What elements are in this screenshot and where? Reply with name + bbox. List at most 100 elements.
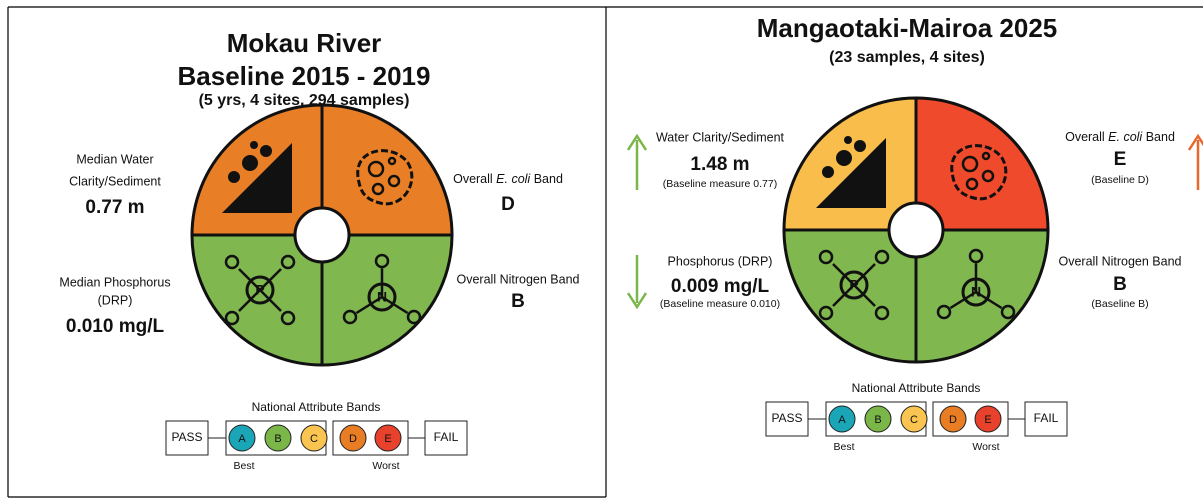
organelle (965, 177, 979, 191)
ecoli-note: (Baseline D) (1091, 174, 1149, 186)
ecoli-label: Overall E. coli Band (1065, 130, 1175, 144)
organelle (961, 155, 979, 173)
wheel-quadrant (320, 103, 454, 237)
pass-label: PASS (171, 430, 202, 444)
atom (936, 304, 952, 320)
rock (250, 141, 258, 149)
organelle (981, 151, 991, 161)
atom (280, 310, 296, 326)
panel-subtitle: (23 samples, 4 sites) (829, 49, 985, 66)
bond (259, 289, 282, 312)
bacterium-icon (950, 144, 1008, 201)
wheel-hub (887, 201, 945, 259)
pass-label: PASS (771, 411, 802, 425)
bond (853, 263, 876, 286)
trend-arrow-down (626, 255, 648, 310)
ecoli-label-part: E. coli (1108, 130, 1143, 144)
band-circle (828, 405, 856, 433)
sediment-icon (222, 143, 292, 213)
clarity-label: Water Clarity/Sediment (656, 130, 785, 144)
icon-letter: N (971, 284, 981, 300)
atom (968, 248, 984, 264)
ecoli-label-part: Overall (1065, 130, 1105, 144)
bond (949, 290, 977, 310)
organelle (387, 174, 401, 188)
trend-arrow-up (626, 133, 648, 190)
sediment-icon (816, 138, 886, 208)
bond (238, 289, 261, 312)
panel-subtitle: (5 yrs, 4 sites, 294 samples) (199, 92, 410, 109)
rock (242, 155, 258, 171)
worst-label: Worst (372, 460, 399, 472)
band-letter: C (910, 414, 918, 426)
atom-center (839, 270, 869, 300)
atom-center (245, 275, 275, 305)
organelle (981, 169, 995, 183)
phosphorus-label: Phosphorus (DRP) (668, 254, 773, 268)
rock (836, 150, 852, 166)
ecoli-value: D (501, 194, 515, 215)
trend-arrow-up (1187, 133, 1203, 190)
bond (355, 295, 383, 315)
ecoli-label-part: Band (534, 172, 563, 186)
band-letter: E (384, 433, 391, 445)
panel-title: Baseline 2015 - 2019 (178, 61, 431, 91)
clarity-label: Clarity/Sediment (69, 174, 161, 188)
ecoli-label-part: Band (1146, 130, 1175, 144)
atom (818, 305, 834, 321)
bond (259, 268, 282, 291)
bond (853, 284, 876, 307)
band-circle (228, 424, 256, 452)
nitrogen-value: B (1113, 274, 1127, 295)
clarity-value: 0.77 m (85, 197, 144, 218)
fail-label: FAIL (1034, 411, 1059, 425)
wheel-hub (293, 206, 351, 264)
atom (374, 253, 390, 269)
rock (844, 136, 852, 144)
organelle (367, 160, 385, 178)
atom (224, 254, 240, 270)
bacterium-icon (356, 149, 414, 206)
best-label: Best (833, 441, 854, 453)
band-circle (339, 424, 367, 452)
icon-letter: P (255, 282, 264, 298)
worst-label: Worst (972, 441, 999, 453)
phosphorus-note: (Baseline measure 0.010) (660, 298, 780, 310)
clarity-value: 1.48 m (690, 154, 749, 175)
nitrogen-note: (Baseline B) (1091, 298, 1148, 310)
band-letter: A (238, 433, 246, 445)
phosphorus-value: 0.009 mg/L (671, 276, 770, 297)
rock (822, 166, 834, 178)
band-circle (939, 405, 967, 433)
band-circle (974, 405, 1002, 433)
bond (381, 295, 409, 315)
band-circle (374, 424, 402, 452)
clarity-note: (Baseline measure 0.77) (663, 178, 777, 190)
rock (228, 171, 240, 183)
band-letter: B (274, 433, 281, 445)
band-circle (264, 424, 292, 452)
bond (832, 263, 855, 286)
band-letter: D (349, 433, 357, 445)
organelle (371, 182, 385, 196)
wheel-quadrant (914, 96, 1050, 232)
atom-center (367, 282, 397, 312)
panel-title: Mokau River (227, 28, 382, 58)
icon-letter: P (849, 277, 858, 293)
icon-letter: N (377, 289, 387, 305)
bond (238, 268, 261, 291)
ecoli-label-part: Overall (453, 172, 493, 186)
phosphorus-value: 0.010 mg/L (66, 316, 165, 337)
ecoli-value: E (1114, 149, 1127, 170)
atom (1000, 304, 1016, 320)
atom (280, 254, 296, 270)
atom-center (961, 277, 991, 307)
legend-title: National Attribute Bands (252, 400, 381, 414)
band-circle (864, 405, 892, 433)
fail-label: FAIL (434, 430, 459, 444)
organelle (387, 156, 397, 166)
clarity-label: Median Water (76, 152, 153, 166)
ecoli-label-part: E. coli (496, 172, 531, 186)
rock (854, 140, 866, 152)
